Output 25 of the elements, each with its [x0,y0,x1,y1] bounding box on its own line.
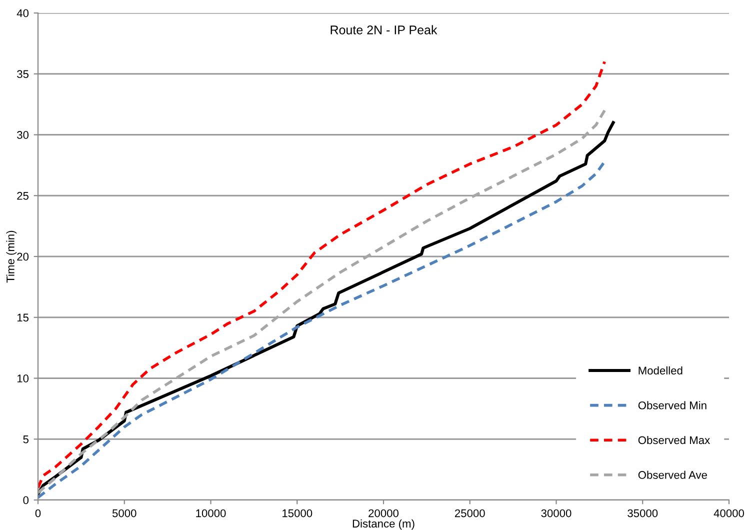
x-tick-label: 0 [35,509,41,518]
y-tick-label: 25 [17,192,29,200]
y-tick-label: 35 [17,70,29,78]
y-tick-label: 20 [17,252,29,261]
x-tick-label: 20000 [368,509,399,518]
legend-label: Observed Min [638,401,706,410]
x-tick-label: 40000 [714,509,744,518]
y-tick-label: 40 [16,9,29,18]
y-tick-label: 0 [23,496,29,504]
y-tick-label: 10 [17,374,29,382]
legend-label: Observed Ave [638,470,707,479]
x-tick-label: 35000 [628,509,658,518]
legend-label: Modelled [638,366,682,375]
x-axis-title: Distance (m) [352,519,414,530]
x-tick-label: 15000 [282,509,312,518]
x-tick-label: 10000 [196,509,226,518]
x-tick-label: 30000 [541,509,572,518]
y-tick-label: 15 [17,314,29,322]
text: Route 2N - IP Peak [330,25,438,34]
x-tick-label: 5000 [112,509,136,518]
x-tick-label: 25000 [454,509,485,518]
y-tick-label: 30 [17,131,29,139]
y-tick-label: 5 [23,436,29,444]
y-axis-title: Time (min) [6,230,17,283]
legend-label: Observed Max [638,436,710,444]
